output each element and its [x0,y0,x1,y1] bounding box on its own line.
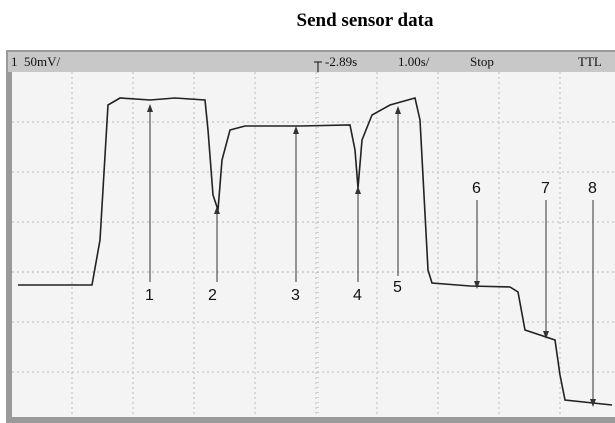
marker-label: 5 [393,279,402,296]
title: Send sensor data [297,10,434,31]
screenshot: Send sensor data 1 50mV/ -2.89s 1.00s/ S… [0,0,615,423]
marker-label: 4 [353,287,362,304]
marker-label: 6 [472,180,481,197]
marker-label: 1 [145,287,154,304]
channel: 1 [11,54,18,69]
marker-label: 8 [588,180,597,197]
screen [12,72,615,417]
timebase: 1.00s/ [398,54,430,69]
marker-label: 2 [208,287,217,304]
marker-label: 3 [291,287,300,304]
status-bar [8,52,615,72]
marker-label: 7 [541,180,550,197]
mode: Stop [470,54,494,69]
delay: -2.89s [325,54,357,69]
trigger: TTL [578,54,602,69]
scale: 50mV/ [24,54,61,69]
